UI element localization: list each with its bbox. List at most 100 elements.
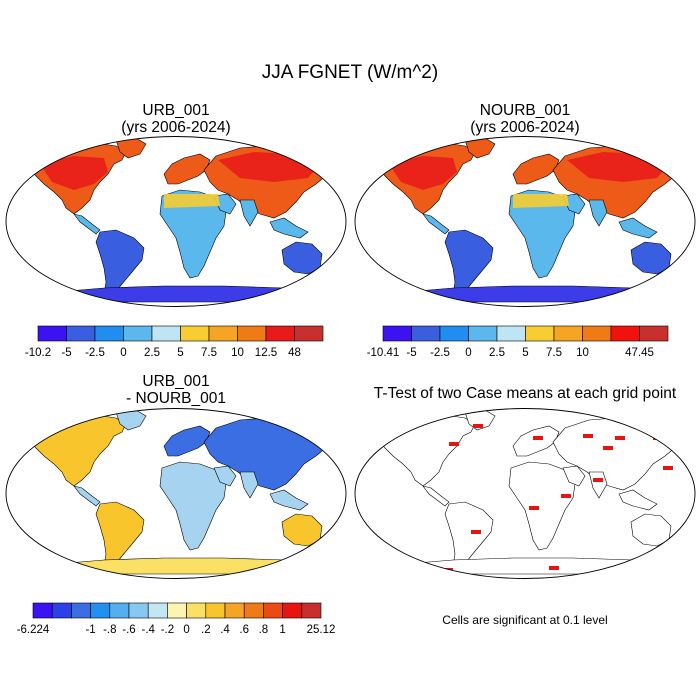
landmass-africa bbox=[508, 461, 576, 551]
panel-title-ttest: T-Test of two Case means at each grid po… bbox=[352, 385, 698, 402]
significant-cell bbox=[413, 566, 423, 570]
significant-cell bbox=[449, 442, 459, 446]
colorbar-label: 10 bbox=[576, 347, 589, 359]
colorbar-box bbox=[582, 325, 612, 342]
colorbar-box bbox=[37, 325, 67, 342]
colorbar-label: 0 bbox=[465, 347, 471, 359]
colorbar-label: 25.12 bbox=[307, 624, 336, 636]
colorbar-label: 0 bbox=[120, 347, 126, 359]
landmass-arabia bbox=[562, 465, 586, 487]
colorbar-box bbox=[439, 325, 469, 342]
main-title: JJA FGNET (W/m^2) bbox=[261, 62, 439, 83]
landmass-camerica bbox=[422, 213, 450, 235]
colorbar-nourb: -10.41 -5 -2.5 0 2.5 5 7.5 10 47.45 bbox=[367, 325, 669, 359]
colorbar-diff: -6.224 -1 -.8 -.6 -.4 -.2 0 .2 .4 .6 .8 1 25.12 bbox=[17, 602, 336, 636]
hot-region-namerica bbox=[40, 156, 108, 190]
colorbar-box bbox=[94, 325, 124, 342]
colorbar-label: 7.5 bbox=[546, 347, 562, 359]
significant-cell bbox=[663, 466, 673, 470]
map-border bbox=[5, 136, 347, 307]
colorbar-label: 5 bbox=[522, 347, 528, 359]
colorbar-box bbox=[32, 602, 53, 619]
panel-title-nourb: NOURB_001 (yrs 2006-2024) bbox=[352, 102, 698, 136]
colorbar-label: 1 bbox=[279, 624, 285, 636]
landmass-seasia bbox=[269, 217, 309, 239]
significant-cell bbox=[561, 494, 571, 498]
panel-title-diff-line1: URB_001 bbox=[142, 373, 210, 390]
panel-title-urb-line2: (yrs 2006-2024) bbox=[121, 119, 231, 136]
landmass-camerica bbox=[422, 485, 450, 507]
warm-band-sahara bbox=[164, 194, 220, 208]
colorbar-box bbox=[243, 602, 264, 619]
colorbar-box bbox=[610, 325, 640, 342]
colorbar-label: 47.45 bbox=[625, 347, 654, 359]
map-ttest bbox=[354, 408, 696, 579]
map-urb bbox=[5, 136, 347, 307]
colorbar-label: .2 bbox=[201, 624, 211, 636]
colorbar-box bbox=[147, 602, 168, 619]
colorbar-label: .6 bbox=[239, 624, 249, 636]
colorbar-box bbox=[224, 602, 245, 619]
colorbar-label: -.4 bbox=[141, 624, 155, 636]
landmass-seasia bbox=[618, 217, 658, 239]
colorbar-box bbox=[71, 602, 91, 619]
colorbar-label: -1 bbox=[85, 624, 95, 636]
map-border bbox=[5, 408, 347, 579]
colorbar-label: -5 bbox=[61, 347, 71, 359]
significant-cell bbox=[603, 446, 613, 450]
panel-title-urb-line1: URB_001 bbox=[142, 102, 210, 119]
colorbar-label: .8 bbox=[259, 624, 269, 636]
significant-cell bbox=[593, 478, 603, 482]
colorbar-box bbox=[180, 325, 210, 342]
colorbar-box bbox=[411, 325, 441, 342]
landmass-seasia bbox=[269, 489, 309, 511]
landmass-seasia bbox=[618, 489, 658, 511]
colorbar-label: -5 bbox=[406, 347, 416, 359]
landmass-africa bbox=[159, 461, 227, 551]
landmass-india bbox=[239, 199, 259, 227]
panel-title-nourb-line2: (yrs 2006-2024) bbox=[470, 119, 580, 136]
colorbar-label: 7.5 bbox=[201, 347, 217, 359]
colorbar-label: 5 bbox=[177, 347, 183, 359]
panel-title-ttest-line1: T-Test of two Case means at each grid po… bbox=[373, 385, 677, 402]
colorbar-urb: -10.2 -5 -2.5 0 2.5 5 7.5 10 12.5 48 bbox=[25, 325, 324, 359]
colorbar-label: 0 bbox=[183, 624, 189, 636]
landmass-arabia bbox=[213, 193, 237, 215]
colorbar-box bbox=[496, 325, 526, 342]
significant-cell bbox=[473, 424, 483, 428]
hot-region-namerica bbox=[389, 156, 457, 190]
landmass-arabia bbox=[562, 193, 586, 215]
panel-title-diff-line2: - NOURB_001 bbox=[126, 390, 226, 407]
significant-cell bbox=[529, 506, 539, 510]
landmass-camerica bbox=[73, 213, 101, 235]
colorbar-label: 48 bbox=[288, 347, 301, 359]
colorbar-box bbox=[237, 325, 267, 342]
colorbar-label: -.8 bbox=[103, 624, 116, 636]
colorbar-box bbox=[525, 325, 555, 342]
landmass-india bbox=[239, 471, 259, 499]
map-border bbox=[354, 408, 696, 579]
colorbar-box bbox=[123, 325, 153, 342]
landmass-camerica bbox=[73, 485, 101, 507]
panel-title-urb: URB_001 (yrs 2006-2024) bbox=[0, 102, 352, 136]
colorbar-box bbox=[263, 602, 283, 619]
colorbar-box bbox=[301, 602, 322, 619]
significant-cell bbox=[549, 566, 559, 570]
colorbar-label: -.6 bbox=[122, 624, 135, 636]
colorbar-box bbox=[208, 325, 238, 342]
colorbar-box bbox=[128, 602, 149, 619]
colorbar-box bbox=[167, 602, 187, 619]
map-nourb bbox=[354, 136, 696, 307]
colorbar-label: 2.5 bbox=[489, 347, 505, 359]
colorbar-label: .4 bbox=[220, 624, 230, 636]
significant-cell bbox=[533, 436, 543, 440]
colorbar-box bbox=[66, 325, 96, 342]
colorbar-box bbox=[151, 325, 181, 342]
significant-cell bbox=[615, 436, 625, 440]
colorbar-label: 2.5 bbox=[144, 347, 160, 359]
colorbar-box bbox=[186, 602, 207, 619]
colorbar-label: -2.5 bbox=[85, 347, 105, 359]
colorbar-box bbox=[51, 602, 72, 619]
colorbar-label: -2.5 bbox=[430, 347, 450, 359]
colorbar-box bbox=[294, 325, 324, 342]
